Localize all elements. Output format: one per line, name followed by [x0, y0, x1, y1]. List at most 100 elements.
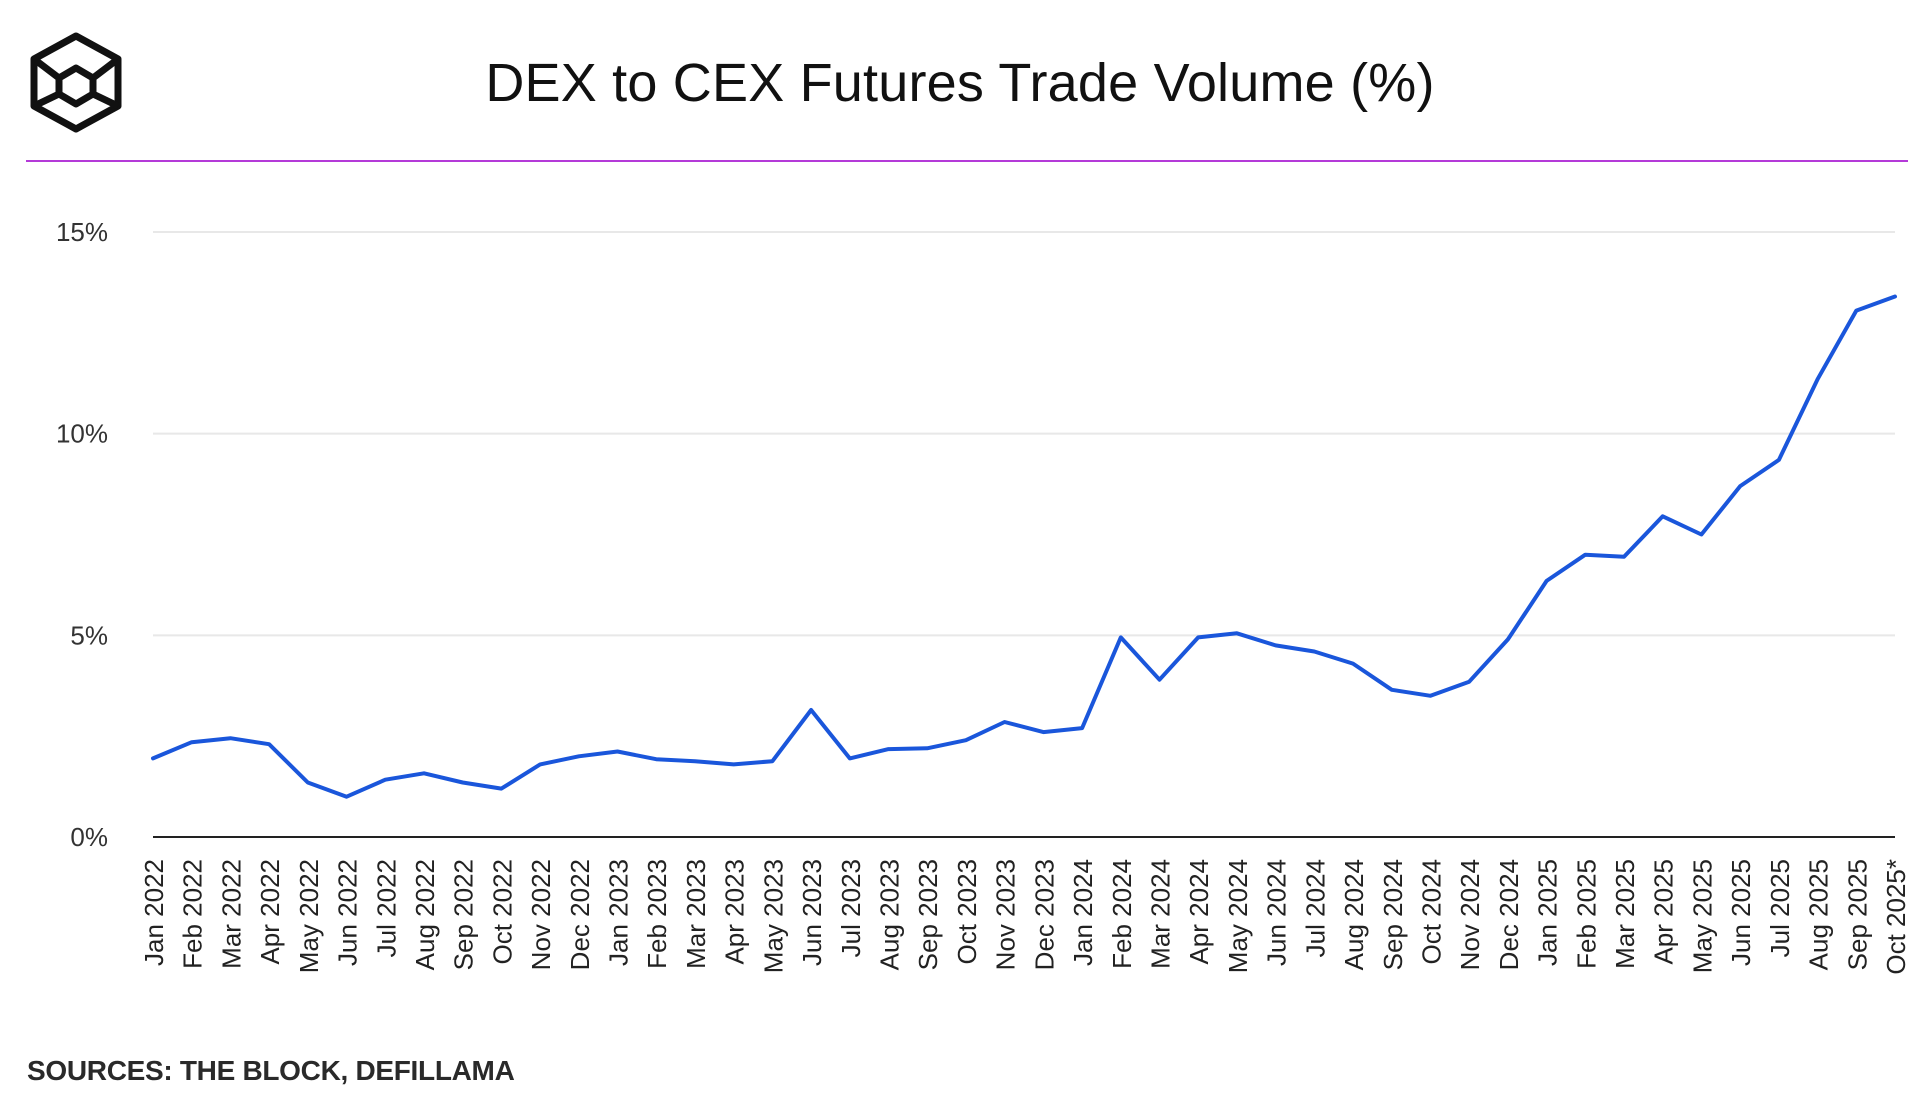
- data-point: [227, 735, 233, 741]
- x-tick-label: Feb 2022: [178, 859, 208, 969]
- data-point: [1544, 578, 1550, 584]
- x-tick-label: Oct 2025*: [1881, 859, 1911, 975]
- chart-title: DEX to CEX Futures Trade Volume (%): [485, 53, 1435, 113]
- data-point: [382, 777, 388, 783]
- data-point: [1621, 554, 1627, 560]
- x-tick-label: Sep 2024: [1378, 859, 1408, 970]
- x-tick-label: Sep 2022: [449, 859, 479, 970]
- x-tick-label: Feb 2025: [1571, 859, 1601, 969]
- data-point: [1776, 457, 1782, 463]
- x-tick-label: Jul 2025: [1765, 859, 1795, 957]
- data-point: [498, 786, 504, 792]
- x-tick-label: Oct 2022: [487, 859, 517, 965]
- x-tick-label: Jul 2024: [1300, 859, 1330, 957]
- y-tick-label: 15%: [56, 217, 108, 247]
- data-point: [1698, 532, 1704, 538]
- data-point: [1660, 513, 1666, 519]
- x-tick-label: Dec 2023: [1029, 859, 1059, 970]
- data-point: [731, 761, 737, 767]
- x-tick-label: Jul 2023: [836, 859, 866, 957]
- cube-logo-icon: [30, 32, 122, 133]
- x-tick-label: Mar 2022: [216, 859, 246, 969]
- data-point: [769, 758, 775, 764]
- data-point: [1079, 725, 1085, 731]
- data-point: [266, 741, 272, 747]
- x-tick-label: Jan 2024: [1068, 859, 1098, 966]
- data-point: [1350, 661, 1356, 667]
- x-tick-label: Apr 2023: [720, 859, 750, 965]
- title-divider: [26, 160, 1908, 162]
- x-tick-label: Mar 2023: [681, 859, 711, 969]
- data-point: [1389, 687, 1395, 693]
- data-point: [344, 794, 350, 800]
- data-point: [1195, 634, 1201, 640]
- series-line-layer: [150, 294, 1898, 800]
- x-tick-label: Jun 2024: [1262, 859, 1292, 966]
- data-point: [1815, 376, 1821, 382]
- x-tick-label: Nov 2024: [1455, 859, 1485, 970]
- x-tick-label: Jan 2023: [604, 859, 634, 966]
- x-tick-label: Jun 2023: [797, 859, 827, 966]
- x-tick-label: Nov 2022: [526, 859, 556, 970]
- y-tick-label: 0%: [70, 822, 108, 852]
- data-point: [847, 755, 853, 761]
- x-tick-label: Oct 2023: [952, 859, 982, 965]
- x-tick-label: Mar 2025: [1610, 859, 1640, 969]
- x-tick-label: Apr 2022: [255, 859, 285, 965]
- data-point: [1040, 729, 1046, 735]
- data-point: [653, 756, 659, 762]
- x-tick-label: Mar 2024: [1145, 859, 1175, 969]
- x-axis-ticks: Jan 2022 Feb 2022 Mar 2022 Apr 2022 May 2022…: [139, 859, 1911, 975]
- data-point: [808, 707, 814, 713]
- data-point: [460, 780, 466, 786]
- x-tick-label: Nov 2023: [991, 859, 1021, 970]
- x-tick-label: Aug 2023: [875, 859, 905, 970]
- x-tick-label: Jun 2022: [333, 859, 363, 966]
- x-tick-label: Jun 2025: [1726, 859, 1756, 966]
- series-line: [151, 294, 1897, 799]
- data-point: [1311, 648, 1317, 654]
- x-tick-label: Aug 2024: [1339, 859, 1369, 970]
- data-point: [1427, 693, 1433, 699]
- data-point: [1156, 677, 1162, 683]
- data-point: [1234, 630, 1240, 636]
- x-tick-label: Apr 2024: [1184, 859, 1214, 965]
- data-point: [537, 761, 543, 767]
- data-point: [150, 755, 156, 761]
- y-axis-ticks: 0% 5% 10% 15%: [56, 217, 108, 852]
- x-tick-label: Aug 2022: [410, 859, 440, 970]
- x-tick-label: Feb 2024: [1107, 859, 1137, 969]
- x-tick-label: May 2024: [1223, 859, 1253, 973]
- data-point: [1853, 308, 1859, 314]
- data-point: [1002, 719, 1008, 725]
- x-tick-label: May 2022: [294, 859, 324, 973]
- source-note: SOURCES: THE BLOCK, DEFILLAMA: [27, 1055, 515, 1086]
- data-point: [305, 780, 311, 786]
- data-point: [1466, 679, 1472, 685]
- x-tick-label: May 2025: [1687, 859, 1717, 973]
- data-point: [1505, 636, 1511, 642]
- x-tick-label: Jul 2022: [371, 859, 401, 957]
- data-point: [886, 746, 892, 752]
- data-point: [1737, 483, 1743, 489]
- data-point: [692, 758, 698, 764]
- data-point: [924, 745, 930, 751]
- x-tick-label: Aug 2025: [1804, 859, 1834, 970]
- grid-layer: [153, 231, 1895, 838]
- x-tick-label: Jan 2025: [1533, 859, 1563, 966]
- y-tick-label: 5%: [70, 620, 108, 650]
- x-tick-label: Dec 2024: [1494, 859, 1524, 970]
- data-point: [1892, 294, 1898, 300]
- x-tick-label: Sep 2025: [1842, 859, 1872, 970]
- x-tick-label: Apr 2025: [1649, 859, 1679, 965]
- x-tick-label: Feb 2023: [642, 859, 672, 969]
- x-tick-label: Oct 2024: [1416, 859, 1446, 965]
- data-point: [1118, 634, 1124, 640]
- data-point: [615, 748, 621, 754]
- x-tick-label: Dec 2022: [565, 859, 595, 970]
- data-point: [963, 737, 969, 743]
- data-point: [189, 739, 195, 745]
- data-point: [1582, 552, 1588, 558]
- data-point: [576, 753, 582, 759]
